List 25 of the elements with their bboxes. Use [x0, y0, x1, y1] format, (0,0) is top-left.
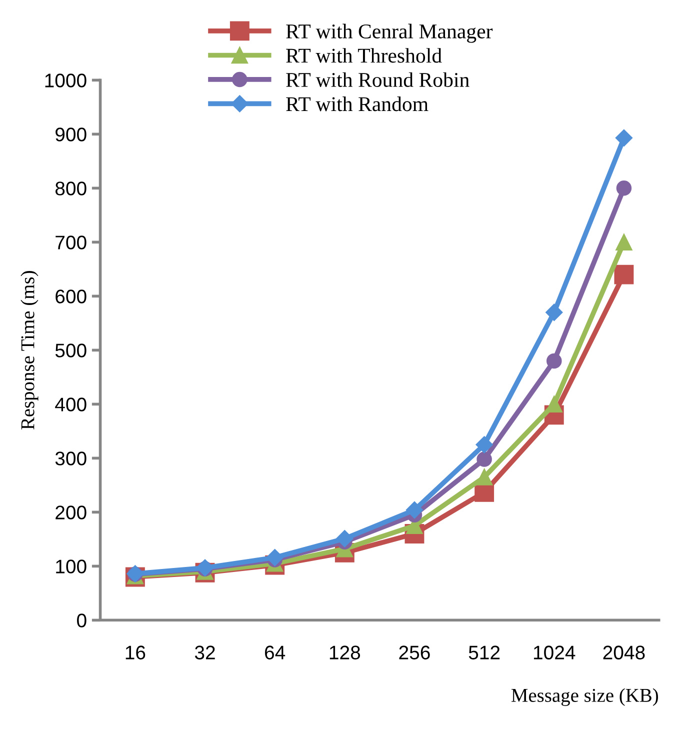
y-tick-label: 500 [55, 344, 86, 358]
legend-label: RT with Round Robin [286, 72, 470, 87]
legend-label: RT with Threshold [286, 48, 442, 63]
y-tick-label: 300 [55, 452, 86, 466]
y-tick-label: 600 [56, 290, 86, 304]
y-axis-title: Response Time (ms) [20, 271, 38, 430]
x-axis-title: Message size (KB) [511, 688, 658, 706]
y-tick-label: 900 [56, 128, 86, 142]
y-tick-label: 0 [77, 614, 86, 628]
x-tick-label: 256 [399, 646, 430, 660]
x-tick-label: 2048 [603, 646, 645, 660]
x-tick-label: 1024 [534, 646, 576, 660]
x-tick-label: 64 [265, 646, 286, 660]
y-tick-label: 400 [55, 398, 86, 412]
x-tick-label: 32 [194, 646, 215, 660]
y-tick-label: 100 [56, 560, 86, 574]
x-tick-label: 128 [330, 646, 360, 660]
y-tick-label: 700 [56, 236, 86, 250]
legend-label: RT with Cenral Manager [286, 24, 493, 43]
x-tick-label: 16 [126, 646, 146, 660]
x-tick-label: 512 [468, 646, 500, 660]
legend-label: RT with Random [286, 96, 428, 112]
y-tick-label: 800 [55, 182, 86, 196]
y-tick-label: 200 [56, 506, 86, 520]
y-tick-label: 1000 [45, 74, 86, 88]
